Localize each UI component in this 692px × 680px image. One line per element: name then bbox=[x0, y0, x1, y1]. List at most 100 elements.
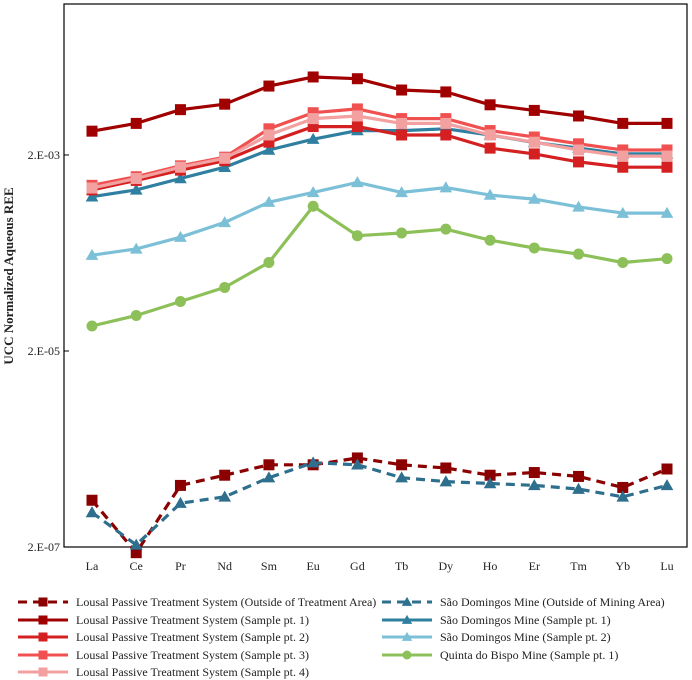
data-point bbox=[528, 148, 540, 160]
data-point bbox=[174, 496, 187, 508]
data-point bbox=[219, 152, 231, 164]
series-line bbox=[91, 124, 667, 192]
data-point bbox=[262, 195, 276, 207]
x-tick-label: Sm bbox=[261, 559, 278, 573]
data-point bbox=[484, 469, 496, 481]
data-point bbox=[528, 467, 540, 479]
legend-item: São Domingos Mine (Sample pt. 2) bbox=[382, 630, 611, 644]
x-tick-label: Tb bbox=[395, 559, 408, 573]
data-point bbox=[174, 172, 187, 184]
series-8 bbox=[86, 110, 673, 194]
legend-marker bbox=[38, 667, 48, 677]
legend-marker bbox=[401, 596, 413, 606]
data-point bbox=[660, 206, 674, 218]
legend-item: Lousal Passive Treatment System (Sample … bbox=[18, 630, 309, 644]
data-point bbox=[307, 107, 319, 119]
x-tick-label: Ce bbox=[130, 559, 143, 573]
data-point bbox=[263, 136, 275, 148]
data-point bbox=[351, 110, 363, 122]
data-point bbox=[351, 452, 363, 464]
data-point bbox=[86, 125, 98, 137]
legend-marker bbox=[38, 615, 48, 625]
data-point bbox=[661, 150, 673, 162]
data-point bbox=[484, 142, 496, 154]
data-point bbox=[395, 471, 408, 483]
data-point bbox=[395, 186, 408, 198]
data-point bbox=[174, 161, 186, 173]
legend-label: São Domingos Mine (Outside of Mining Are… bbox=[440, 595, 665, 609]
data-point bbox=[174, 104, 186, 116]
data-point bbox=[660, 479, 674, 491]
data-point bbox=[484, 99, 496, 111]
series-1 bbox=[85, 456, 674, 550]
data-point bbox=[617, 150, 629, 162]
data-point bbox=[573, 156, 585, 168]
data-point bbox=[218, 490, 232, 502]
legend-item: Lousal Passive Treatment System (Outside… bbox=[18, 595, 376, 609]
plot-area-frame bbox=[63, 3, 688, 548]
data-point bbox=[351, 121, 363, 133]
legend-item: Lousal Passive Treatment System (Sample … bbox=[18, 648, 309, 662]
legend-item: Lousal Passive Treatment System (Sample … bbox=[18, 613, 309, 627]
data-point bbox=[130, 173, 142, 185]
data-point bbox=[130, 547, 142, 559]
legend-item: São Domingos Mine (Sample pt. 1) bbox=[382, 613, 611, 627]
data-point bbox=[85, 506, 99, 518]
legend-label: São Domingos Mine (Sample pt. 1) bbox=[440, 613, 611, 627]
data-point bbox=[528, 136, 540, 148]
data-point bbox=[440, 117, 452, 129]
data-point bbox=[616, 490, 630, 502]
data-point bbox=[219, 469, 231, 481]
x-tick-label: Eu bbox=[306, 559, 319, 573]
data-point bbox=[572, 200, 585, 212]
x-tick-label: Gd bbox=[350, 559, 365, 573]
data-point bbox=[396, 459, 408, 471]
series-7 bbox=[86, 200, 673, 332]
data-point bbox=[307, 113, 319, 125]
data-point bbox=[527, 479, 541, 491]
data-point bbox=[440, 86, 452, 98]
x-tick-label: Nd bbox=[217, 559, 232, 573]
series-line bbox=[91, 204, 668, 328]
data-point bbox=[86, 182, 98, 194]
x-tick-label: Pr bbox=[175, 559, 186, 573]
data-point bbox=[307, 71, 319, 83]
x-tick-label: Yb bbox=[615, 559, 630, 573]
data-point bbox=[661, 117, 673, 129]
data-point bbox=[617, 161, 629, 173]
data-point bbox=[130, 117, 142, 129]
data-point bbox=[439, 181, 453, 193]
y-tick-label: 2.E-03 bbox=[28, 148, 60, 162]
data-point bbox=[483, 188, 497, 200]
data-point bbox=[85, 248, 99, 260]
data-point bbox=[86, 320, 98, 332]
data-point bbox=[263, 129, 275, 141]
data-point bbox=[617, 256, 629, 268]
data-point bbox=[306, 132, 320, 144]
data-point bbox=[307, 200, 319, 212]
data-point bbox=[351, 103, 363, 115]
data-point bbox=[617, 144, 629, 156]
series-line bbox=[91, 114, 667, 190]
data-point bbox=[263, 80, 275, 92]
legend-marker bbox=[402, 650, 412, 660]
data-point bbox=[661, 253, 673, 265]
data-point bbox=[573, 470, 585, 482]
data-point bbox=[661, 144, 673, 156]
data-point bbox=[129, 183, 143, 195]
data-point bbox=[351, 458, 364, 470]
data-point bbox=[396, 117, 408, 129]
data-point bbox=[528, 104, 540, 116]
data-point bbox=[483, 477, 497, 489]
x-tick-label: Ho bbox=[483, 559, 498, 573]
legend-label: Lousal Passive Treatment System (Outside… bbox=[76, 595, 376, 609]
legend-marker bbox=[38, 650, 48, 660]
data-point bbox=[440, 223, 452, 235]
data-point bbox=[174, 230, 187, 242]
data-point bbox=[440, 462, 452, 474]
data-point bbox=[174, 479, 186, 491]
legend-label: Quinta do Bispo Mine (Sample pt. 1) bbox=[440, 648, 618, 662]
series-5 bbox=[85, 176, 674, 260]
data-point bbox=[573, 144, 585, 156]
data-point bbox=[129, 538, 143, 550]
